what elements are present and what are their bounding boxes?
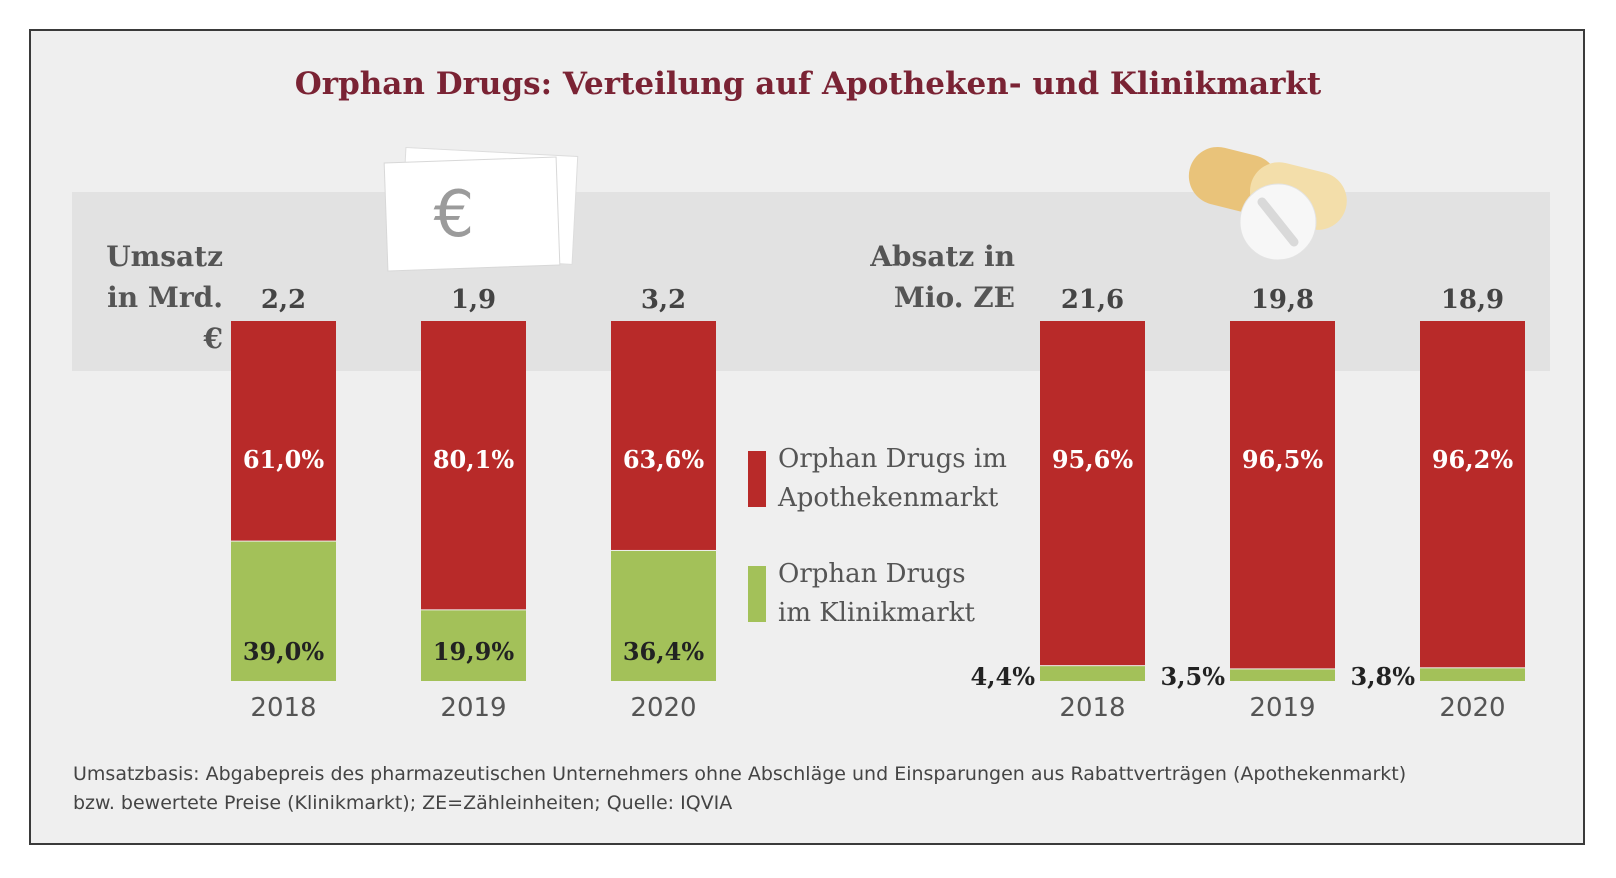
absatz-apotheke-pct-label-2018: 95,6% — [1052, 445, 1133, 474]
absatz-apotheke-pct-label-2020: 96,2% — [1432, 445, 1513, 474]
absatz-apotheke-pct-label-2019: 96,5% — [1242, 445, 1323, 474]
chart-title: Orphan Drugs: Verteilung auf Apotheken- … — [294, 66, 1322, 102]
umsatz-total-label-2018: 2,2 — [261, 285, 306, 315]
absatz-label-line1: Absatz in — [870, 240, 1015, 273]
umsatz-klinik-pct-label-2020: 36,4% — [623, 637, 704, 666]
umsatz-bar-apotheke-2020 — [611, 321, 716, 550]
umsatz-apotheke-pct-label-2020: 63,6% — [623, 445, 704, 474]
umsatz-year-label-2020: 2020 — [630, 693, 696, 723]
footnote-line1: Umsatzbasis: Abgabepreis des pharmazeuti… — [73, 763, 1407, 785]
absatz-year-label-2020: 2020 — [1439, 693, 1505, 723]
footnote-line2: bzw. bewertete Preise (Klinikmarkt); ZE=… — [73, 792, 733, 814]
absatz-year-label-2019: 2019 — [1249, 693, 1315, 723]
umsatz-bar-klinik-2018 — [231, 541, 336, 681]
legend-apotheke-line2: Apothekenmarkt — [778, 483, 999, 513]
umsatz-klinik-pct-label-2019: 19,9% — [433, 637, 514, 666]
absatz-klinik-pct-label-2018: 4,4% — [970, 662, 1035, 691]
legend-klinik-line2: im Klinikmarkt — [778, 598, 975, 628]
legend-klinik-line1: Orphan Drugs — [778, 559, 966, 589]
umsatz-bar-apotheke-2019 — [421, 321, 526, 610]
absatz-total-label-2018: 21,6 — [1061, 285, 1124, 315]
absatz-bar-apotheke-2019 — [1230, 321, 1335, 669]
umsatz-year-label-2018: 2018 — [250, 693, 316, 723]
absatz-bar-apotheke-2018 — [1040, 321, 1145, 666]
umsatz-apotheke-pct-label-2018: 61,0% — [243, 445, 324, 474]
legend-swatch-klinik — [748, 566, 766, 622]
absatz-total-label-2020: 18,9 — [1441, 285, 1504, 315]
umsatz-axis-label: Umsatz in Mrd. € — [80, 236, 223, 359]
umsatz-total-label-2020: 3,2 — [641, 285, 686, 315]
svg-text:€: € — [434, 178, 475, 252]
legend-apotheke-line1: Orphan Drugs im — [778, 444, 1007, 474]
absatz-bar-apotheke-2020 — [1420, 321, 1525, 668]
umsatz-klinik-pct-label-2018: 39,0% — [243, 637, 324, 666]
umsatz-bar-apotheke-2018 — [231, 321, 336, 541]
umsatz-label-line1: Umsatz — [106, 240, 223, 273]
legend-swatch-apotheke — [748, 451, 766, 507]
absatz-bar-klinik-2019 — [1230, 669, 1335, 681]
absatz-bar-klinik-2018 — [1040, 666, 1145, 681]
legend-label-klinik: Orphan Drugs im Klinikmarkt — [778, 555, 1068, 633]
absatz-klinik-pct-label-2019: 3,5% — [1160, 662, 1225, 691]
umsatz-apotheke-pct-label-2019: 80,1% — [433, 445, 514, 474]
umsatz-bar-klinik-2019 — [421, 610, 526, 681]
euro-banknotes-icon: € — [383, 146, 579, 272]
umsatz-label-line2: in Mrd. € — [107, 281, 223, 355]
absatz-bar-klinik-2020 — [1420, 668, 1525, 681]
absatz-axis-label: Absatz in Mio. ZE — [850, 236, 1015, 318]
absatz-year-label-2018: 2018 — [1059, 693, 1125, 723]
legend-label-apotheke: Orphan Drugs im Apothekenmarkt — [778, 440, 1068, 518]
absatz-klinik-pct-label-2020: 3,8% — [1350, 662, 1415, 691]
umsatz-year-label-2019: 2019 — [440, 693, 506, 723]
pill-capsule-icon — [1188, 146, 1347, 261]
bars-layer: 2,2 61,0% 39,0% 2018 1,9 80,1% 19,9% 2019 3,2 63,… — [231, 285, 1525, 723]
absatz-label-line2: Mio. ZE — [893, 281, 1015, 314]
umsatz-bar-klinik-2020 — [611, 550, 716, 681]
umsatz-total-label-2019: 1,9 — [451, 285, 496, 315]
absatz-total-label-2019: 19,8 — [1251, 285, 1314, 315]
